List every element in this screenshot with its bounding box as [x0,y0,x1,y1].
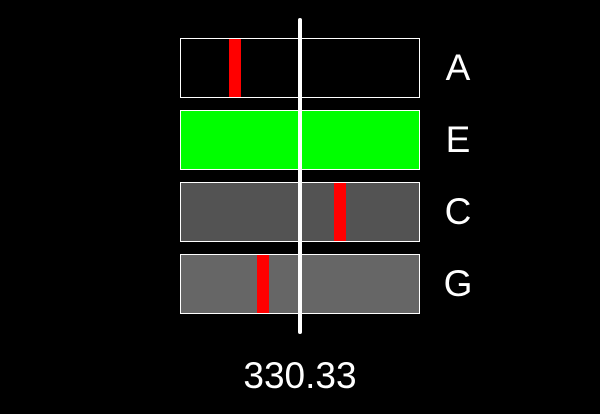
center-reference-line [298,18,302,334]
note-label-g: G [443,263,473,304]
pitch-needle [334,183,347,241]
pitch-needle [228,39,241,97]
pitch-needle [257,255,270,313]
note-label-c: C [444,191,472,232]
frequency-readout: 330.33 [243,355,357,396]
note-label-e: E [445,119,471,160]
note-label-a: A [445,47,471,88]
